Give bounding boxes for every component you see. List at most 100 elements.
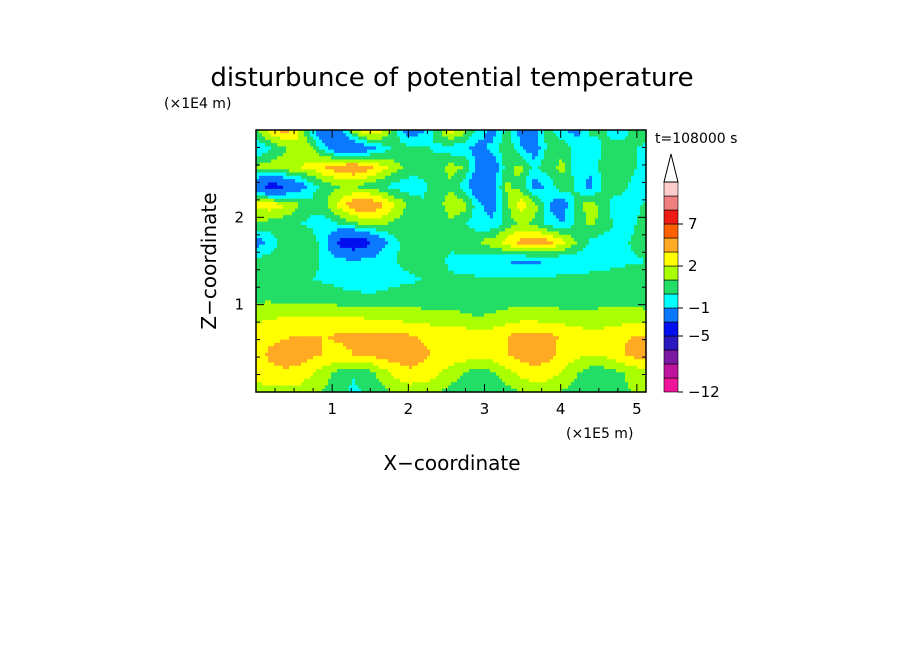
heatmap-cell xyxy=(622,221,626,226)
heatmap-cell xyxy=(586,208,590,213)
heatmap-cell xyxy=(412,247,416,252)
heatmap-cell xyxy=(475,143,479,147)
heatmap-cell xyxy=(451,247,455,252)
heatmap-cell xyxy=(256,218,260,223)
heatmap-cell xyxy=(403,238,407,242)
heatmap-cell xyxy=(283,166,287,170)
heatmap-cell xyxy=(517,152,521,157)
heatmap-cell xyxy=(382,228,386,233)
heatmap-cell xyxy=(553,231,557,236)
heatmap-cell xyxy=(601,185,605,190)
heatmap-cell xyxy=(598,136,602,141)
heatmap-cell xyxy=(502,208,506,213)
heatmap-cell xyxy=(604,139,608,144)
heatmap-cell xyxy=(262,198,266,203)
heatmap-cell xyxy=(385,159,389,164)
heatmap-cell xyxy=(325,254,329,259)
heatmap-cell xyxy=(421,251,425,256)
heatmap-cell xyxy=(301,162,305,167)
heatmap-cell xyxy=(340,182,344,187)
heatmap-cell xyxy=(574,136,578,141)
heatmap-cell xyxy=(346,234,350,239)
heatmap-cell xyxy=(487,133,491,138)
heatmap-cell xyxy=(565,146,569,151)
heatmap-cell xyxy=(484,188,488,193)
heatmap-cell xyxy=(562,221,566,226)
heatmap-cell xyxy=(391,234,395,239)
heatmap-cell xyxy=(340,143,344,147)
heatmap-cell xyxy=(418,238,422,242)
heatmap-cell xyxy=(283,136,287,141)
heatmap-cell xyxy=(589,234,593,239)
heatmap-cell xyxy=(592,152,596,157)
heatmap-cell xyxy=(310,208,314,213)
heatmap-cell xyxy=(295,205,299,210)
heatmap-cell xyxy=(541,130,545,134)
heatmap-cell xyxy=(400,139,404,144)
heatmap-cell xyxy=(637,221,641,226)
heatmap-cell xyxy=(577,221,581,226)
heatmap-cell xyxy=(295,192,299,197)
heatmap-cell xyxy=(526,247,530,252)
heatmap-cell xyxy=(262,221,266,226)
heatmap-cell xyxy=(382,179,386,184)
heatmap-cell xyxy=(442,133,446,138)
heatmap-cell xyxy=(271,211,275,216)
heatmap-cell xyxy=(637,228,641,233)
heatmap-cell xyxy=(391,162,395,167)
heatmap-cell xyxy=(391,224,395,229)
heatmap-cell xyxy=(307,143,311,147)
heatmap-cell xyxy=(277,251,281,256)
heatmap-cell xyxy=(559,182,563,187)
heatmap-cell xyxy=(379,139,383,144)
heatmap-cell xyxy=(412,139,416,144)
heatmap-cell xyxy=(490,202,494,206)
heatmap-cell xyxy=(421,238,425,242)
heatmap-cell xyxy=(439,221,443,226)
heatmap-cell xyxy=(553,185,557,190)
heatmap-cell xyxy=(427,241,431,246)
heatmap-cell xyxy=(340,185,344,190)
heatmap-cell xyxy=(373,205,377,210)
heatmap-cell xyxy=(499,162,503,167)
heatmap-cell xyxy=(493,130,497,134)
heatmap-cell xyxy=(535,143,539,147)
heatmap-cell xyxy=(307,244,311,249)
heatmap-cell xyxy=(340,179,344,184)
heatmap-cell xyxy=(526,143,530,147)
heatmap-cell xyxy=(586,202,590,206)
heatmap-cell xyxy=(379,179,383,184)
heatmap-cell xyxy=(298,198,302,203)
heatmap-cell xyxy=(274,251,278,256)
heatmap-cell xyxy=(517,175,521,180)
heatmap-cell xyxy=(637,133,641,138)
heatmap-cell xyxy=(637,182,641,187)
heatmap-cell xyxy=(382,238,386,242)
heatmap-cell xyxy=(385,231,389,236)
heatmap-cell xyxy=(496,247,500,252)
heatmap-cell xyxy=(358,205,362,210)
heatmap-cell xyxy=(451,198,455,203)
heatmap-cell xyxy=(430,211,434,216)
heatmap-cell xyxy=(463,182,467,187)
heatmap-cell xyxy=(511,175,515,180)
heatmap-cell xyxy=(262,133,266,138)
heatmap-cell xyxy=(361,133,365,138)
heatmap-cell xyxy=(328,156,332,161)
heatmap-cell xyxy=(313,133,317,138)
heatmap-cell xyxy=(589,149,593,154)
heatmap-cell xyxy=(454,182,458,187)
heatmap-cell xyxy=(334,231,338,236)
heatmap-cell xyxy=(436,202,440,206)
heatmap-cell xyxy=(394,172,398,177)
heatmap-cell xyxy=(454,211,458,216)
heatmap-cell xyxy=(547,208,551,213)
heatmap-cell xyxy=(526,162,530,167)
heatmap-cell xyxy=(580,202,584,206)
heatmap-cell xyxy=(451,149,455,154)
heatmap-cell xyxy=(409,182,413,187)
heatmap-cell xyxy=(358,198,362,203)
heatmap-cell xyxy=(397,247,401,252)
heatmap-cell xyxy=(298,182,302,187)
heatmap-cell xyxy=(538,231,542,236)
